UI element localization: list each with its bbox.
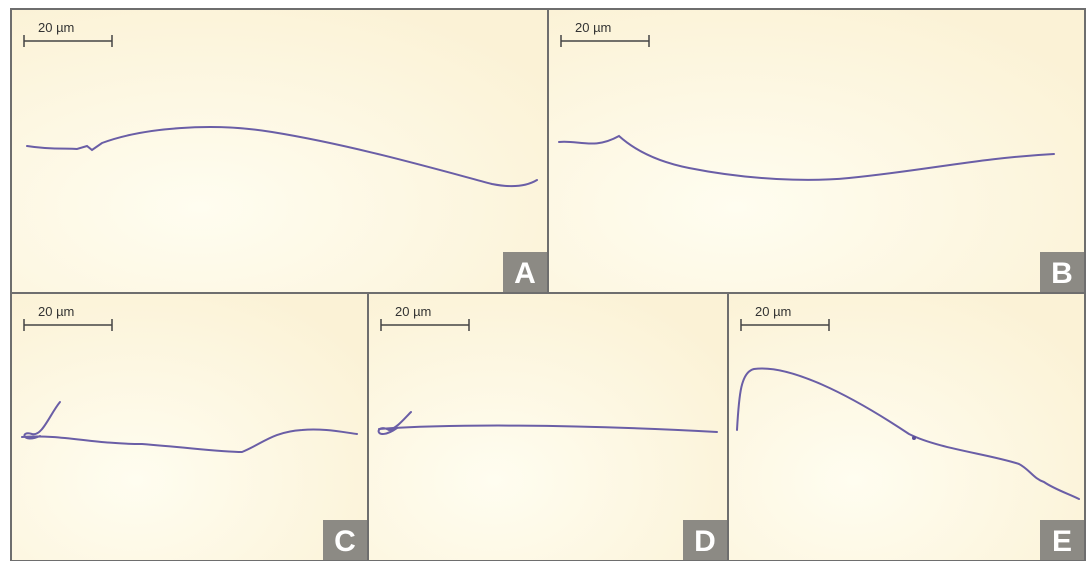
particle — [912, 436, 916, 440]
panel: 20 µm B — [549, 10, 1084, 292]
panel-label: E — [1052, 525, 1072, 558]
panel: 20 µm C — [12, 294, 367, 560]
micrograph-background — [729, 294, 1084, 560]
scale-bar-label: 20 µm — [38, 20, 74, 35]
micrograph-background — [12, 294, 367, 560]
scale-bar-label: 20 µm — [38, 304, 74, 319]
panel: 20 µm A — [12, 10, 547, 292]
panel-label: D — [694, 525, 716, 558]
panel-label: C — [334, 525, 356, 558]
panel-label: B — [1051, 257, 1073, 290]
panel-label: A — [514, 257, 536, 290]
scale-bar-label: 20 µm — [755, 304, 791, 319]
micrograph-background — [549, 10, 1084, 292]
panel: 20 µm E — [729, 294, 1084, 560]
scale-bar-label: 20 µm — [575, 20, 611, 35]
panel: 20 µm D — [369, 294, 727, 560]
figure: 20 µm A 20 µm B 20 µm C 20 µm D 20 µm E — [0, 0, 1087, 562]
scale-bar-label: 20 µm — [395, 304, 431, 319]
